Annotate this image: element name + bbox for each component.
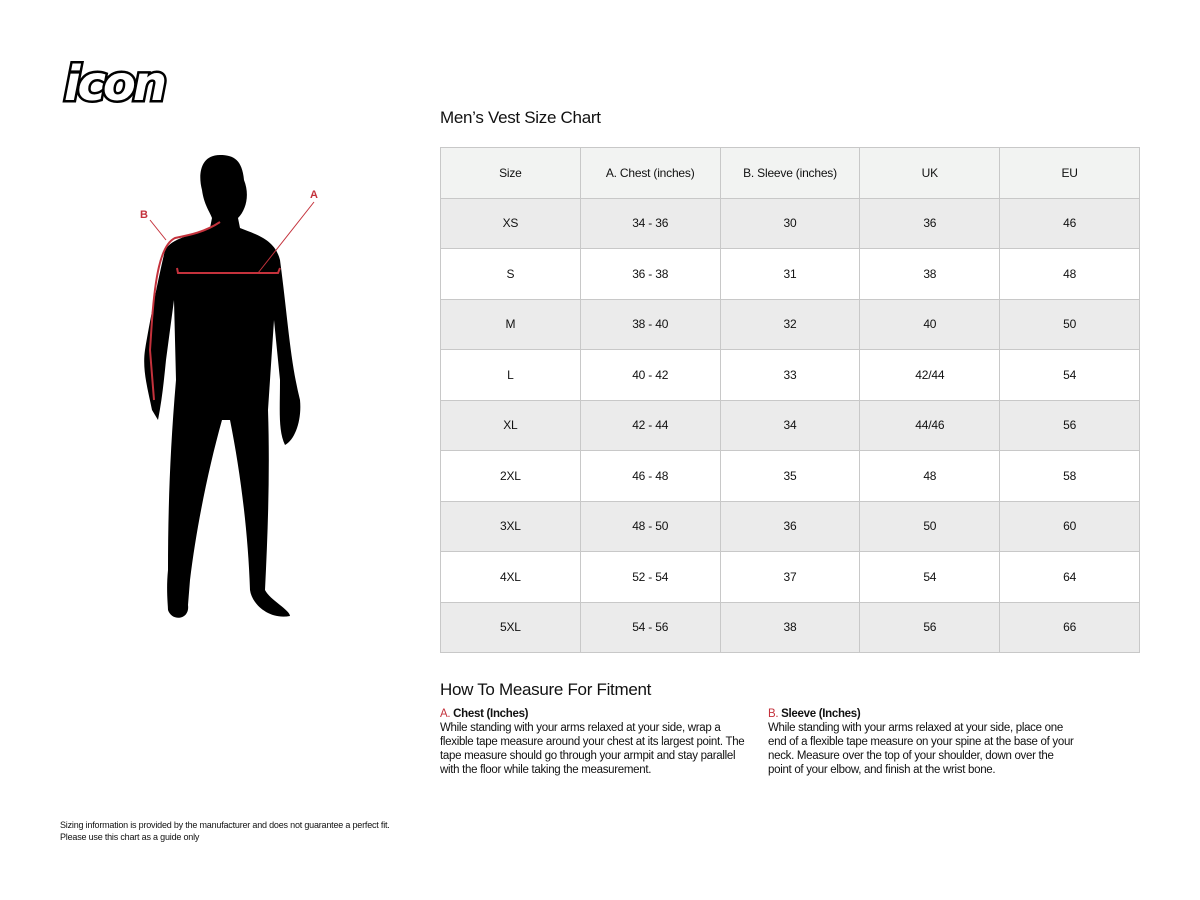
sleeve-heading: Sleeve (Inches) xyxy=(781,708,861,720)
sleeve-instructions: B. Sleeve (Inches) While standing with y… xyxy=(768,707,1078,777)
table-cell: 54 xyxy=(999,349,1140,401)
table-row: XS 34 - 36 30 36 46 xyxy=(440,197,1140,249)
table-cell: 36 - 38 xyxy=(579,248,721,300)
table-cell: 36 xyxy=(859,197,1001,249)
table-cell: 38 xyxy=(859,248,1001,300)
table-cell: 31 xyxy=(719,248,861,300)
table-cell: 48 - 50 xyxy=(579,500,721,552)
howto-title: How To Measure For Fitment xyxy=(440,680,652,699)
size-table: Size A. Chest (inches) B. Sleeve (inches) U… xyxy=(440,147,1140,653)
table-cell: 32 xyxy=(719,298,861,350)
disclaimer-line-2: Please use this chart as a guide only xyxy=(60,832,200,842)
table-cell: 52 - 54 xyxy=(579,551,721,603)
table-header-row: Size A. Chest (inches) B. Sleeve (inches) U… xyxy=(440,147,1140,199)
table-cell: 42 - 44 xyxy=(579,399,721,451)
chart-title: Men’s Vest Size Chart xyxy=(440,108,601,127)
table-cell: 56 xyxy=(999,399,1140,451)
table-cell: 5XL xyxy=(440,601,581,653)
table-cell: 40 - 42 xyxy=(579,349,721,401)
table-cell: XL xyxy=(440,399,581,451)
label-a: A xyxy=(310,189,318,201)
table-cell: 34 xyxy=(719,399,861,451)
body-silhouette-figure: A B xyxy=(140,155,318,618)
table-cell: 50 xyxy=(859,500,1001,552)
table-cell: 54 - 56 xyxy=(579,601,721,653)
table-row: L 40 - 42 33 42/44 54 xyxy=(440,349,1140,401)
disclaimer-line-1: Sizing information is provided by the ma… xyxy=(60,820,390,830)
sleeve-letter: B. xyxy=(768,708,779,720)
disclaimer: Sizing information is provided by the ma… xyxy=(60,819,390,843)
table-cell: 2XL xyxy=(440,450,581,502)
chest-instructions: A. Chest (Inches) While standing with yo… xyxy=(440,707,750,777)
table-row: XL 42 - 44 34 44/46 56 xyxy=(440,399,1140,451)
chest-heading: Chest (Inches) xyxy=(453,708,529,720)
table-cell: S xyxy=(440,248,581,300)
svg-text:icon: icon xyxy=(64,58,165,108)
table-cell: 40 xyxy=(859,298,1001,350)
table-row: 4XL 52 - 54 37 54 64 xyxy=(440,551,1140,603)
table-cell: 46 - 48 xyxy=(579,450,721,502)
table-cell: 56 xyxy=(859,601,1001,653)
table-cell: 4XL xyxy=(440,551,581,603)
table-cell: M xyxy=(440,298,581,350)
table-cell: 64 xyxy=(999,551,1140,603)
table-cell: 58 xyxy=(999,450,1140,502)
column-header: UK xyxy=(859,147,1001,199)
column-header: B. Sleeve (inches) xyxy=(719,147,861,199)
table-cell: XS xyxy=(440,197,581,249)
icon-logo: icon xyxy=(62,58,171,108)
chest-letter: A. xyxy=(440,708,451,720)
table-cell: 36 xyxy=(719,500,861,552)
table-cell: 3XL xyxy=(440,500,581,552)
table-row: 5XL 54 - 56 38 56 66 xyxy=(440,601,1140,653)
table-cell: 44/46 xyxy=(859,399,1001,451)
table-cell: 34 - 36 xyxy=(579,197,721,249)
table-cell: 66 xyxy=(999,601,1140,653)
table-cell: 48 xyxy=(859,450,1001,502)
table-cell: 37 xyxy=(719,551,861,603)
table-cell: 38 - 40 xyxy=(579,298,721,350)
chest-text: While standing with your arms relaxed at… xyxy=(440,722,745,776)
column-header: EU xyxy=(999,147,1140,199)
table-row: 2XL 46 - 48 35 48 58 xyxy=(440,450,1140,502)
table-cell: 30 xyxy=(719,197,861,249)
table-cell: 48 xyxy=(999,248,1140,300)
column-header: A. Chest (inches) xyxy=(579,147,721,199)
table-cell: 33 xyxy=(719,349,861,401)
table-cell: 50 xyxy=(999,298,1140,350)
table-cell: 42/44 xyxy=(859,349,1001,401)
table-cell: 60 xyxy=(999,500,1140,552)
table-cell: 54 xyxy=(859,551,1001,603)
column-header: Size xyxy=(440,147,581,199)
table-cell: 38 xyxy=(719,601,861,653)
table-cell: 46 xyxy=(999,197,1140,249)
sleeve-text: While standing with your arms relaxed at… xyxy=(768,722,1074,776)
table-row: S 36 - 38 31 38 48 xyxy=(440,248,1140,300)
table-cell: L xyxy=(440,349,581,401)
table-row: M 38 - 40 32 40 50 xyxy=(440,298,1140,350)
table-cell: 35 xyxy=(719,450,861,502)
label-b: B xyxy=(140,209,148,221)
table-row: 3XL 48 - 50 36 50 60 xyxy=(440,500,1140,552)
